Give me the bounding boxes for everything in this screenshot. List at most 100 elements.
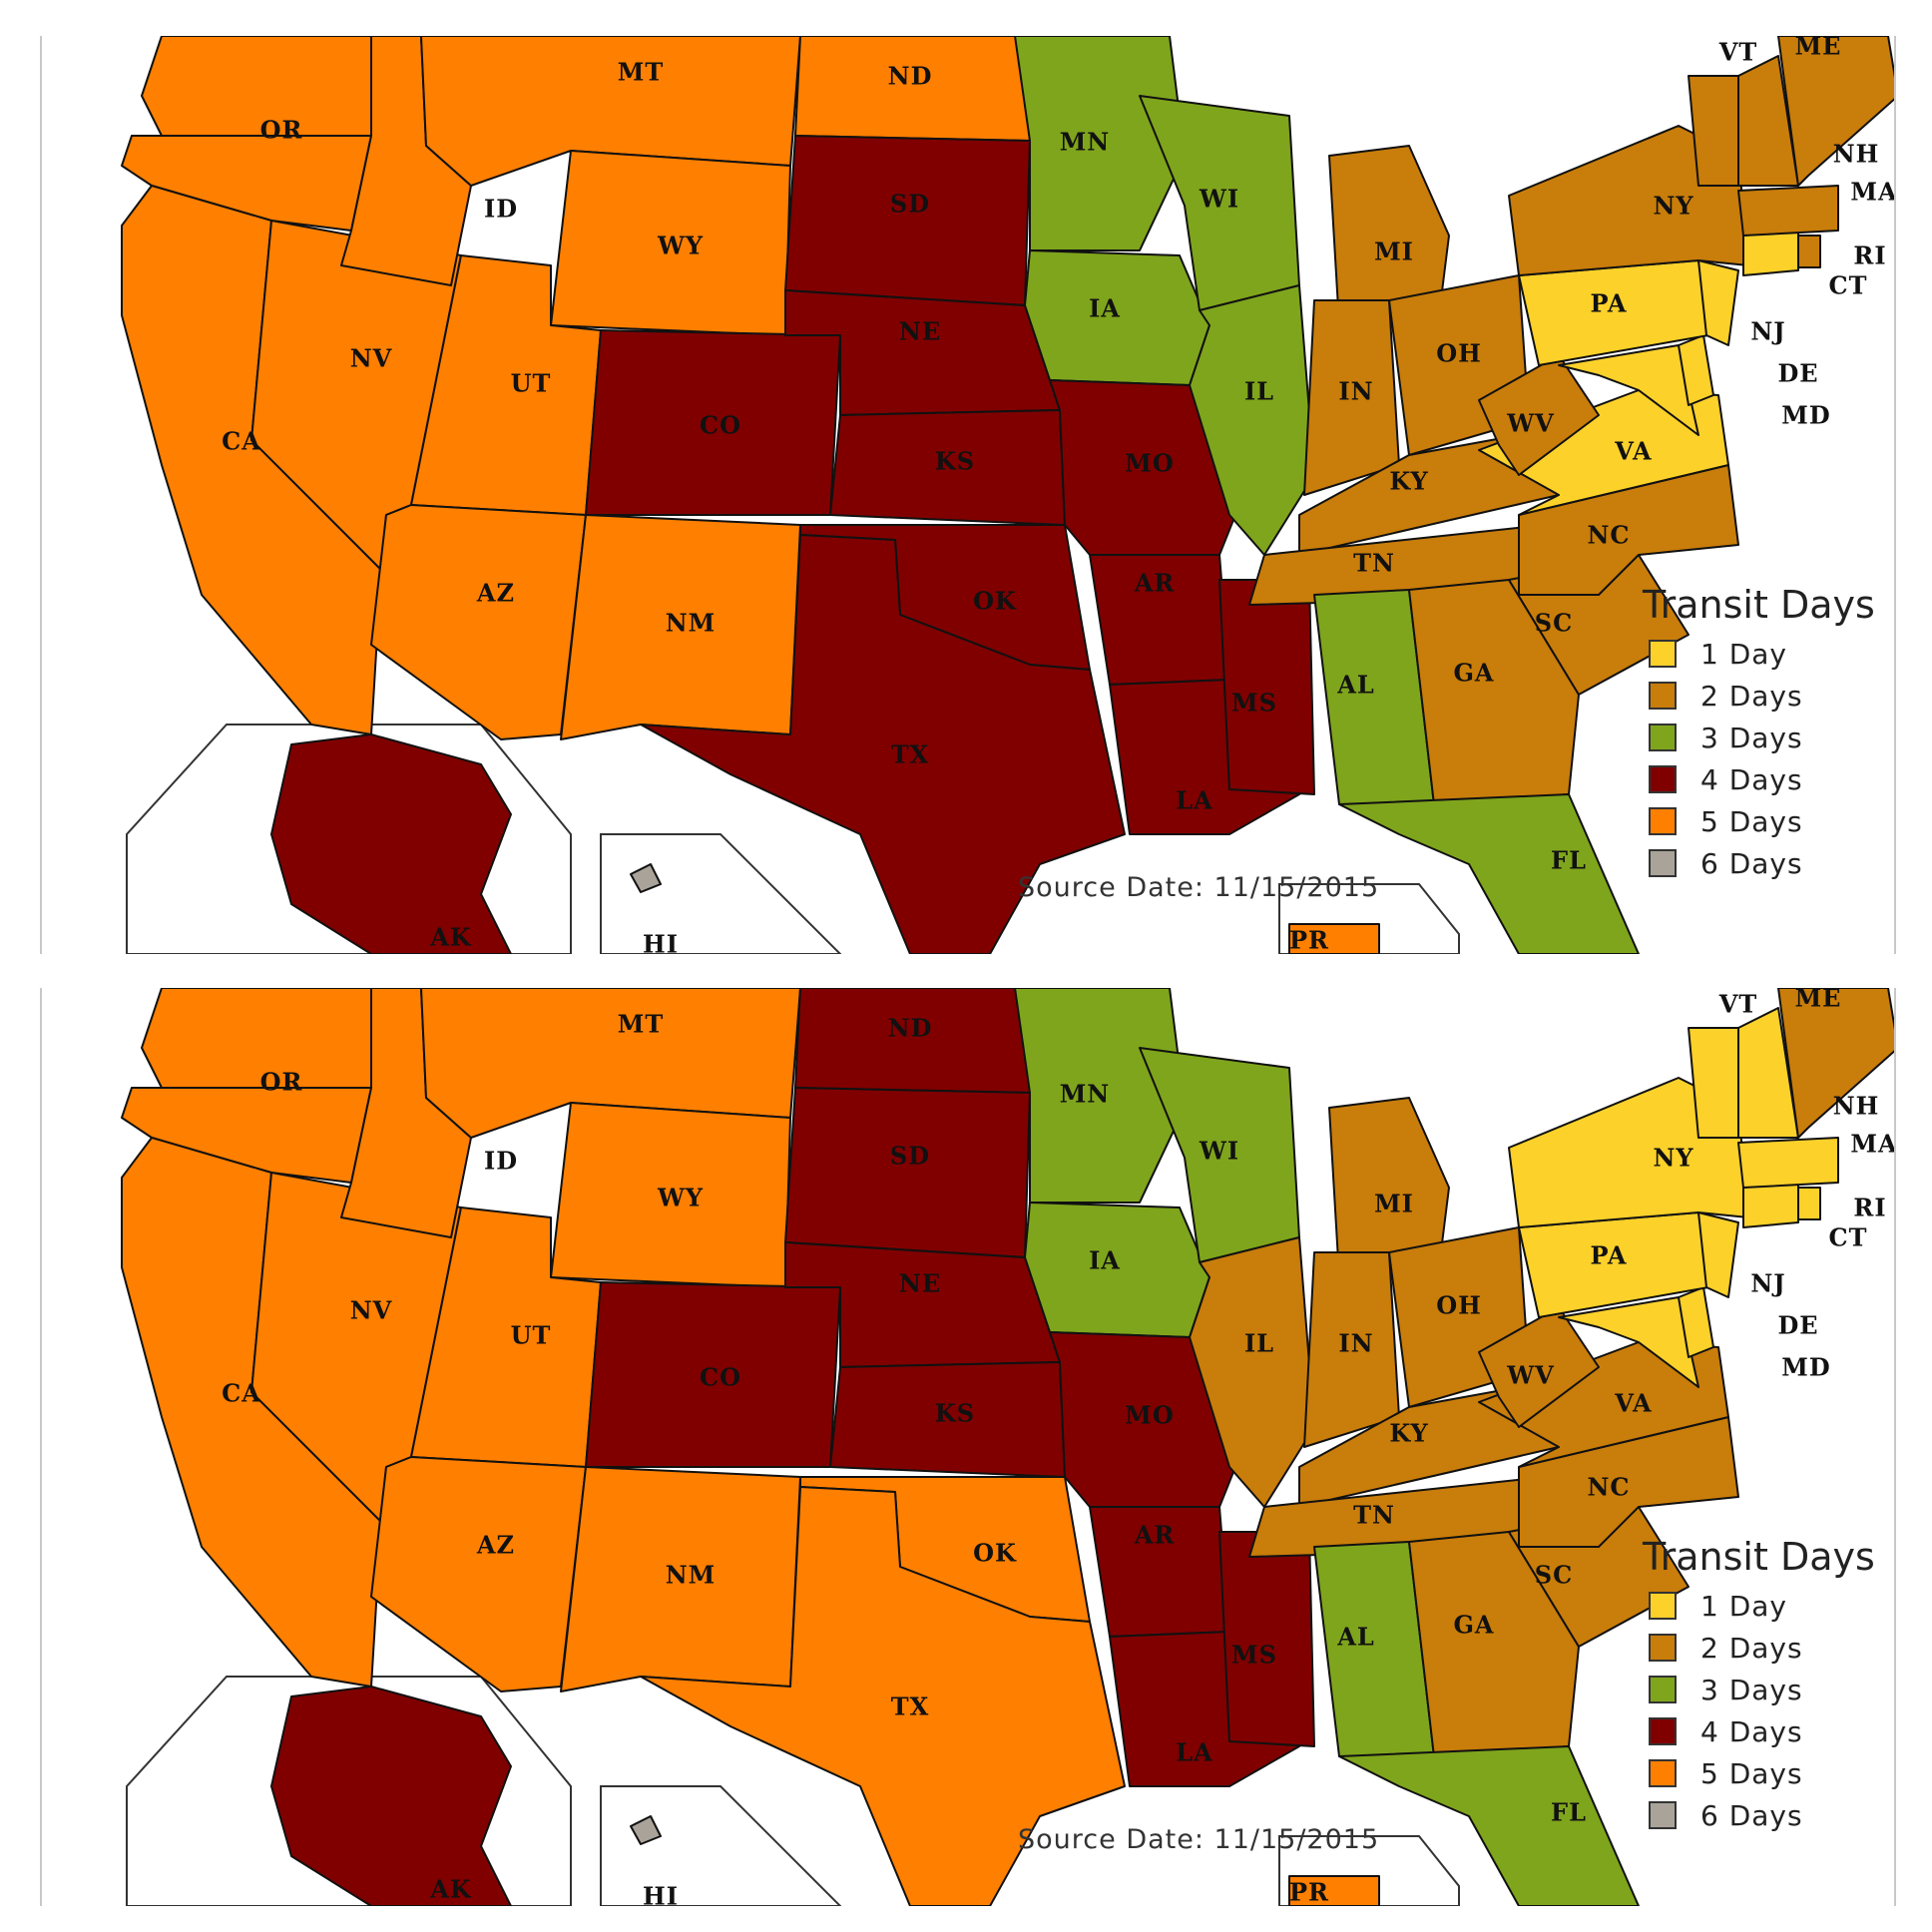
source-date: Source Date: 11/15/2015 xyxy=(1018,1824,1380,1855)
state-label-ok: OK xyxy=(973,587,1017,616)
legend-label: 1 Day xyxy=(1700,1589,1788,1623)
state-ga xyxy=(1408,579,1580,805)
state-label-ma: MA xyxy=(1850,1130,1894,1159)
state-label-wy: WY xyxy=(657,1184,704,1212)
state-label-tn: TN xyxy=(1353,549,1395,578)
state-label-ut: UT xyxy=(511,369,552,398)
state-me xyxy=(1777,36,1894,187)
hawaii-inset-frame xyxy=(600,833,842,954)
state-label-nd: ND xyxy=(888,62,933,91)
legend-swatch xyxy=(1649,1592,1677,1620)
legend-swatch xyxy=(1649,1676,1677,1703)
legend-swatch xyxy=(1649,765,1677,793)
state-tx xyxy=(640,534,1126,954)
puerto-rico-inset-frame xyxy=(1278,1835,1460,1906)
legend-swatch xyxy=(1649,1634,1677,1662)
state-label-de: DE xyxy=(1777,359,1818,388)
transit-map-panel-bottom: OR MT ND VT ME ID SD MN WI NH MA WY NY MI RI CA NV UT CO NE… xyxy=(40,988,1896,1906)
state-label-ak: AK xyxy=(429,1875,472,1904)
state-ma xyxy=(1737,185,1839,237)
legend-swatch xyxy=(1649,724,1677,751)
state-label-de: DE xyxy=(1777,1311,1818,1340)
state-label-ca: CA xyxy=(222,427,261,456)
state-ma xyxy=(1737,1137,1839,1189)
state-label-or: OR xyxy=(260,1068,303,1097)
state-label-fl: FL xyxy=(1551,846,1587,875)
state-label-vt: VT xyxy=(1718,38,1757,67)
state-label-ne: NE xyxy=(899,317,941,346)
state-hi xyxy=(630,863,662,893)
state-label-ny: NY xyxy=(1653,192,1693,221)
state-nj xyxy=(1697,1211,1739,1298)
state-label-ga: GA xyxy=(1453,1611,1494,1640)
legend-item-5-days: 5 Days xyxy=(1643,800,1892,842)
state-label-md: MD xyxy=(1781,1353,1830,1382)
state-pr xyxy=(1288,923,1380,954)
state-label-tx: TX xyxy=(891,1692,929,1721)
state-label-ne: NE xyxy=(899,1269,941,1298)
legend-swatch xyxy=(1649,1759,1677,1787)
legend-label: 4 Days xyxy=(1700,762,1803,796)
state-label-sd: SD xyxy=(890,1142,930,1171)
state-label-ia: IA xyxy=(1089,294,1121,323)
legend-swatch xyxy=(1649,1801,1677,1829)
state-label-ny: NY xyxy=(1653,1144,1693,1173)
state-label-ar: AR xyxy=(1134,1521,1176,1550)
state-mi xyxy=(1328,1097,1450,1278)
legend-swatch xyxy=(1649,807,1677,835)
state-label-ok: OK xyxy=(973,1539,1017,1568)
legend-item-2-days: 2 Days xyxy=(1643,1627,1892,1669)
legend-swatch xyxy=(1649,682,1677,710)
legend-title: Transit Days xyxy=(1643,1535,1875,1579)
state-label-ms: MS xyxy=(1231,1641,1277,1670)
state-label-ct: CT xyxy=(1829,1223,1868,1252)
state-label-wi: WI xyxy=(1199,1137,1239,1166)
state-label-ia: IA xyxy=(1089,1246,1121,1275)
state-label-tx: TX xyxy=(891,740,929,769)
state-label-ca: CA xyxy=(222,1379,261,1408)
legend-item-4-days: 4 Days xyxy=(1643,758,1892,800)
state-label-co: CO xyxy=(700,1363,741,1392)
state-label-la: LA xyxy=(1176,786,1213,815)
state-label-hi: HI xyxy=(643,930,679,955)
state-label-mt: MT xyxy=(618,58,664,87)
puerto-rico-inset-frame xyxy=(1278,883,1460,954)
state-mn xyxy=(1014,988,1186,1204)
legend-label: 3 Days xyxy=(1700,721,1803,754)
state-label-pa: PA xyxy=(1591,1241,1628,1270)
state-label-ri: RI xyxy=(1853,242,1886,270)
state-label-co: CO xyxy=(700,411,741,440)
state-label-fl: FL xyxy=(1551,1798,1587,1827)
legend-label: 3 Days xyxy=(1700,1673,1803,1706)
legend-item-3-days: 3 Days xyxy=(1643,717,1892,758)
state-label-mi: MI xyxy=(1374,1190,1414,1218)
state-label-wv: WV xyxy=(1506,409,1555,438)
state-label-or: OR xyxy=(260,116,303,145)
state-il xyxy=(1189,284,1315,556)
legend-item-6-days: 6 Days xyxy=(1643,1794,1892,1836)
state-label-wi: WI xyxy=(1199,185,1239,214)
transit-map-panel-top: OR MT ND VT ME ID SD MN WI NH MA WY NY MI RI CA NV UT CO NE… xyxy=(40,36,1896,954)
state-label-ar: AR xyxy=(1134,569,1176,598)
state-mi xyxy=(1328,145,1450,326)
state-label-mo: MO xyxy=(1125,1401,1174,1430)
state-label-ut: UT xyxy=(511,1321,552,1350)
legend-item-5-days: 5 Days xyxy=(1643,1752,1892,1794)
state-label-me: ME xyxy=(1795,988,1842,1013)
state-label-va: VA xyxy=(1614,437,1652,466)
state-label-ak: AK xyxy=(429,923,472,952)
state-label-nv: NV xyxy=(350,344,393,373)
state-label-id: ID xyxy=(484,195,518,224)
legend-label: 1 Day xyxy=(1700,637,1788,671)
legend-swatch xyxy=(1649,1717,1677,1745)
state-label-nc: NC xyxy=(1587,1473,1630,1502)
state-hi xyxy=(630,1815,662,1845)
state-label-nh: NH xyxy=(1833,1092,1880,1121)
state-vt xyxy=(1688,75,1739,187)
state-label-az: AZ xyxy=(476,1531,515,1560)
state-label-mo: MO xyxy=(1125,449,1174,478)
state-label-md: MD xyxy=(1781,401,1830,430)
legend: Transit Days 1 Day 2 Days 3 Days 4 Days … xyxy=(1643,1535,1892,1836)
legend-item-2-days: 2 Days xyxy=(1643,675,1892,717)
state-label-hi: HI xyxy=(643,1882,679,1907)
